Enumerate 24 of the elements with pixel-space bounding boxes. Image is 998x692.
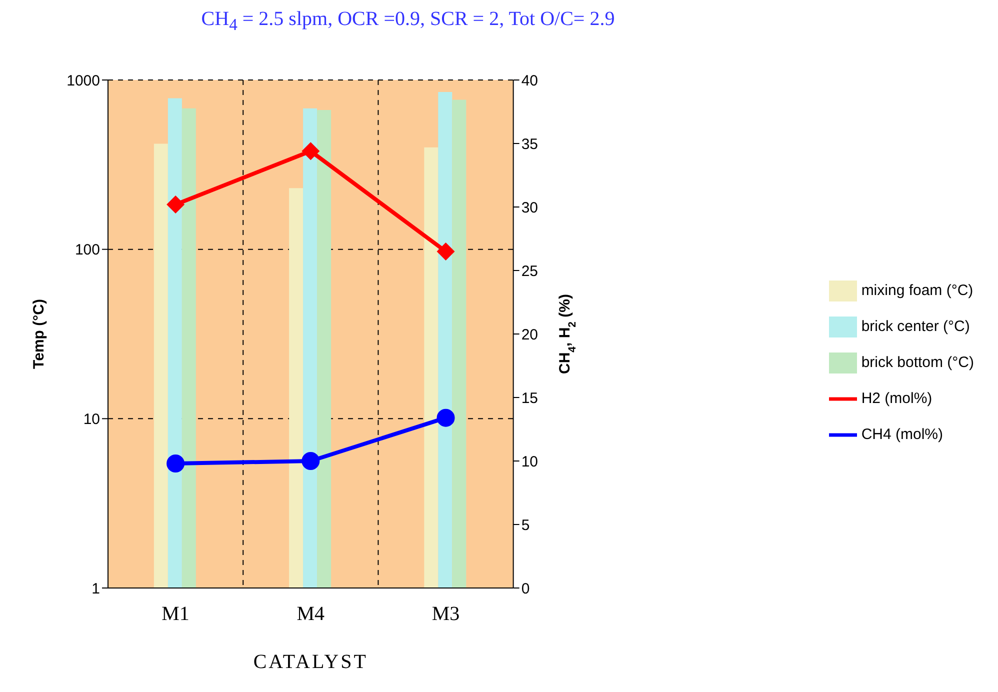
x-axis-title: CATALYST [253,651,368,673]
x-tick-label: M3 [432,603,460,626]
x-tick-label: M1 [162,603,190,626]
y2-tick-label: 30 [521,199,538,216]
legend-label: CH4 (mol%) [861,426,943,443]
y2-tick-label: 35 [521,136,538,153]
legend-label: mixing foam (°C) [861,282,974,299]
chart-title: CH$_{4}$ = 2.5 slpm, OCR =0.9, SCR = 2, Tot O/C= 2.9 [200,8,616,36]
legend-label: H2 (mol%) [861,390,932,407]
y2-tick-label: 0 [521,580,530,598]
y2-tick-label: 10 [521,453,538,470]
y-axis-title: Temp (°C) [30,299,48,369]
legend-label: brick center (°C) [861,318,970,335]
x-tick-label: M4 [296,603,325,626]
y2-tick-label: 15 [521,390,538,407]
y2-tick-label: 20 [521,326,538,344]
y-tick-label: 1000 [66,72,100,90]
y2-tick-label: 5 [521,516,530,534]
y-tick-label: 1 [92,580,100,598]
y-tick-label: 10 [83,410,100,428]
y-tick-label: 100 [74,242,100,259]
y2-tick-label: 40 [521,72,538,90]
y2-tick-label: 25 [521,262,538,280]
legend-label: brick bottom (°C) [861,354,974,371]
